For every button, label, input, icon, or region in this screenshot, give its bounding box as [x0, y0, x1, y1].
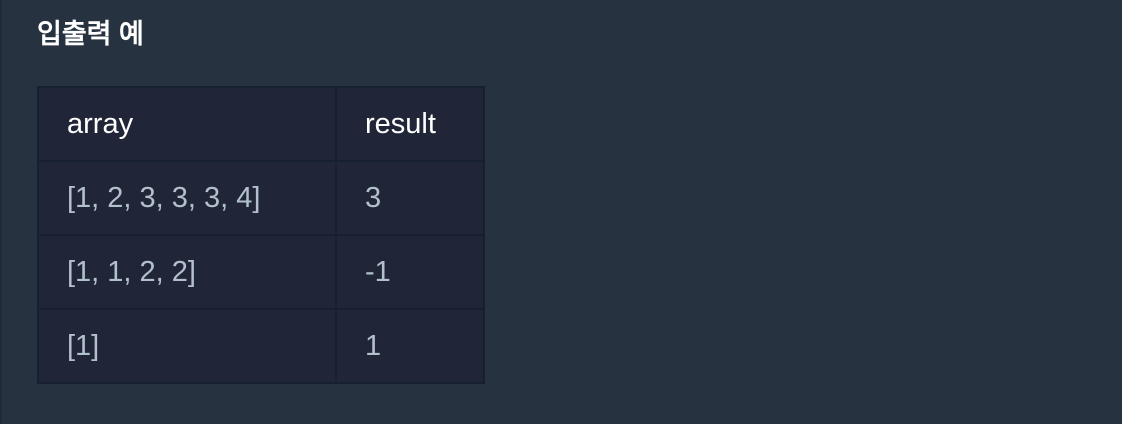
table-header-row: array result	[37, 86, 485, 162]
cell-array: [1, 2, 3, 3, 3, 4]	[37, 160, 337, 236]
section-title: 입출력 예	[37, 19, 144, 49]
cell-array: [1]	[37, 308, 337, 384]
table-row: [1, 1, 2, 2] -1	[37, 234, 485, 310]
cell-result: -1	[335, 234, 485, 310]
header-result: result	[335, 86, 485, 162]
cell-result: 1	[335, 308, 485, 384]
table-row: [1, 2, 3, 3, 3, 4] 3	[37, 160, 485, 236]
io-example-table: array result [1, 2, 3, 3, 3, 4] 3 [1, 1,…	[37, 86, 485, 384]
cell-array: [1, 1, 2, 2]	[37, 234, 337, 310]
header-array: array	[37, 86, 337, 162]
cell-result: 3	[335, 160, 485, 236]
table-row: [1] 1	[37, 308, 485, 384]
